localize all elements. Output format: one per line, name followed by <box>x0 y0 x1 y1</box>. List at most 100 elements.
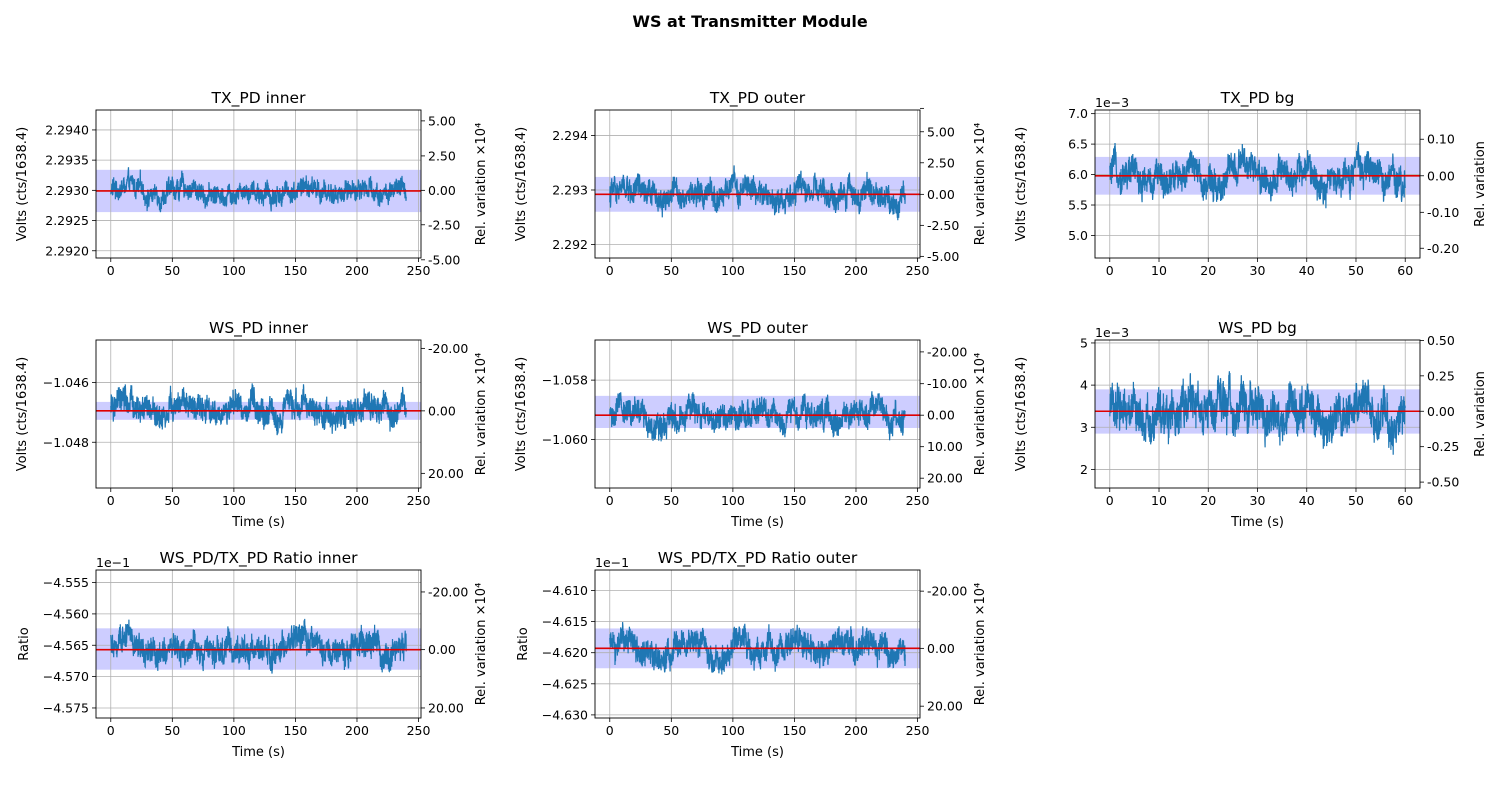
signal-line <box>110 618 407 674</box>
y-tick-label: 5.5 <box>1068 198 1088 213</box>
subplot-title: TX_PD outer <box>709 89 806 108</box>
x-tick-label: 150 <box>783 493 807 508</box>
x-tick-label: 150 <box>783 263 807 278</box>
y-tick-label: −4.630 <box>542 707 588 722</box>
x-tick-label: 250 <box>407 263 431 278</box>
subplot-3: 0 10 20 30 40 50 60 5.0 5.5 6.0 6.5 7.0 -0.20 -0.10 0.… <box>1014 89 1488 278</box>
x-tick-label: 0 <box>606 263 614 278</box>
y2-tick-label: 10.00 <box>927 439 963 454</box>
y-axis-label: Ratio <box>17 627 32 660</box>
x-tick-label: 30 <box>1250 263 1266 278</box>
y2-tick-label: 0.00 <box>927 641 955 656</box>
y2-tick-label: 0.00 <box>428 403 456 418</box>
y2-tick-label: -5.00 <box>927 249 959 264</box>
y2-tick-label: -20.00 <box>428 584 468 599</box>
x-tick-label: 60 <box>1397 493 1413 508</box>
x-tick-label: 150 <box>284 723 308 738</box>
y-tick-label: −4.610 <box>542 583 588 598</box>
y2-tick-label: 0.10 <box>1427 132 1455 147</box>
y2-tick-label: -20.00 <box>428 341 468 356</box>
y2-axis-label: Rel. variation ×10⁴ <box>973 583 988 706</box>
y-offset-text: 1e−1 <box>96 555 130 570</box>
x-tick-label: 150 <box>783 723 807 738</box>
subplot-title: TX_PD bg <box>1220 89 1295 108</box>
x-tick-label: 50 <box>1348 493 1364 508</box>
y-tick-label: 2.293 <box>552 182 588 197</box>
x-tick-label: 50 <box>164 723 180 738</box>
x-tick-label: 0 <box>1106 493 1114 508</box>
y2-tick-label: 20.00 <box>927 471 963 486</box>
y-tick-label: −4.620 <box>542 645 588 660</box>
subplot-8: 0 50 100 150 200 250 −4.610 −4.615 −4.620 −4.625 −… <box>516 549 988 760</box>
x-tick-label: 250 <box>906 263 930 278</box>
x-tick-label: 50 <box>164 493 180 508</box>
x-axis-label: Time (s) <box>231 515 285 530</box>
axes-frame <box>594 339 921 489</box>
x-tick-label: 200 <box>345 723 369 738</box>
y2-tick-label: 20.00 <box>927 699 963 714</box>
y-tick-label: −4.555 <box>43 575 89 590</box>
y2-axis-label: Rel. variation ×10⁴ <box>474 583 489 706</box>
y-tick-label: −1.060 <box>542 432 588 447</box>
y2-tick-label: -20.00 <box>927 584 967 599</box>
subplot-2: 0 50 100 150 200 250 2.292 2.293 2.294 -5.00 -2.50… <box>514 89 988 278</box>
signal-line <box>110 383 407 436</box>
x-tick-label: 200 <box>844 723 868 738</box>
x-tick-label: 50 <box>663 493 679 508</box>
x-tick-label: 20 <box>1200 493 1216 508</box>
signal-line <box>1109 371 1406 455</box>
y2-tick-label: 2.50 <box>927 155 955 170</box>
y2-tick-label: -0.20 <box>1427 241 1459 256</box>
axes-frame <box>95 569 422 719</box>
y2-tick-label: -0.50 <box>1427 475 1459 490</box>
subplot-5: 0 50 100 150 200 250 −1.058 −1.060 -20.00 -10.00 0… <box>514 319 988 530</box>
axes-frame <box>594 569 921 719</box>
y-axis-label: Volts (cts/1638.4) <box>514 357 529 471</box>
x-tick-label: 50 <box>164 263 180 278</box>
y2-tick-label: 0.00 <box>428 642 456 657</box>
y-axis-label: Ratio <box>516 627 531 660</box>
y-offset-text: 1e−3 <box>1095 325 1129 340</box>
y-axis-label: Volts (cts/1638.4) <box>1014 127 1029 241</box>
subplot-title: TX_PD inner <box>211 89 307 108</box>
subplot-title: WS_PD/TX_PD Ratio inner <box>159 549 358 568</box>
y-tick-label: −1.048 <box>43 435 89 450</box>
x-tick-label: 30 <box>1250 493 1266 508</box>
y2-axis-label: Rel. variation <box>1473 371 1488 457</box>
x-axis-label: Time (s) <box>231 745 285 760</box>
x-tick-label: 250 <box>407 723 431 738</box>
y-axis-label: Volts (cts/1638.4) <box>514 127 529 241</box>
y-tick-label: 7.0 <box>1068 106 1088 121</box>
x-tick-label: 100 <box>721 493 745 508</box>
y-tick-label: 2.2930 <box>45 183 89 198</box>
x-tick-label: 200 <box>844 493 868 508</box>
y2-tick-label: 0.00 <box>927 408 955 423</box>
y-tick-label: −1.046 <box>43 375 89 390</box>
y2-tick-label: 0.00 <box>428 183 456 198</box>
subplot-title: WS_PD bg <box>1218 319 1297 338</box>
subplot-6: 0 10 20 30 40 50 60 2 3 4 5 -0.50 -0.25 0.00 0.25 0.50 W… <box>1014 319 1488 530</box>
y2-tick-label <box>927 101 931 116</box>
y2-tick-label: -10.00 <box>927 376 967 391</box>
y-tick-label: 5 <box>1080 335 1088 350</box>
y-tick-label: 6.5 <box>1068 137 1088 152</box>
subplot-1: 0 50 100 150 200 250 2.2920 2.2925 2.2930 2.2935 2… <box>15 89 489 278</box>
x-axis-label: Time (s) <box>730 515 784 530</box>
subplot-4: 0 50 100 150 200 250 −1.046 −1.048 -20.00 0.00 20.… <box>15 319 489 530</box>
signal-line <box>609 391 906 442</box>
y-tick-label: 5.0 <box>1068 228 1088 243</box>
y2-tick-label: -20.00 <box>927 344 967 359</box>
y2-tick-label: -0.10 <box>1427 205 1459 220</box>
x-axis-label: Time (s) <box>730 745 784 760</box>
y2-axis-label: Rel. variation ×10⁴ <box>973 123 988 246</box>
y-axis-label: Volts (cts/1638.4) <box>15 127 30 241</box>
y2-tick-label: 20.00 <box>428 700 464 715</box>
y2-tick-label: 0.00 <box>1427 168 1455 183</box>
y2-tick-label: -2.50 <box>428 217 460 232</box>
y-tick-label: 6.0 <box>1068 167 1088 182</box>
x-tick-label: 100 <box>721 263 745 278</box>
y-axis-label: Volts (cts/1638.4) <box>1014 357 1029 471</box>
x-tick-label: 50 <box>663 263 679 278</box>
x-tick-label: 150 <box>284 493 308 508</box>
